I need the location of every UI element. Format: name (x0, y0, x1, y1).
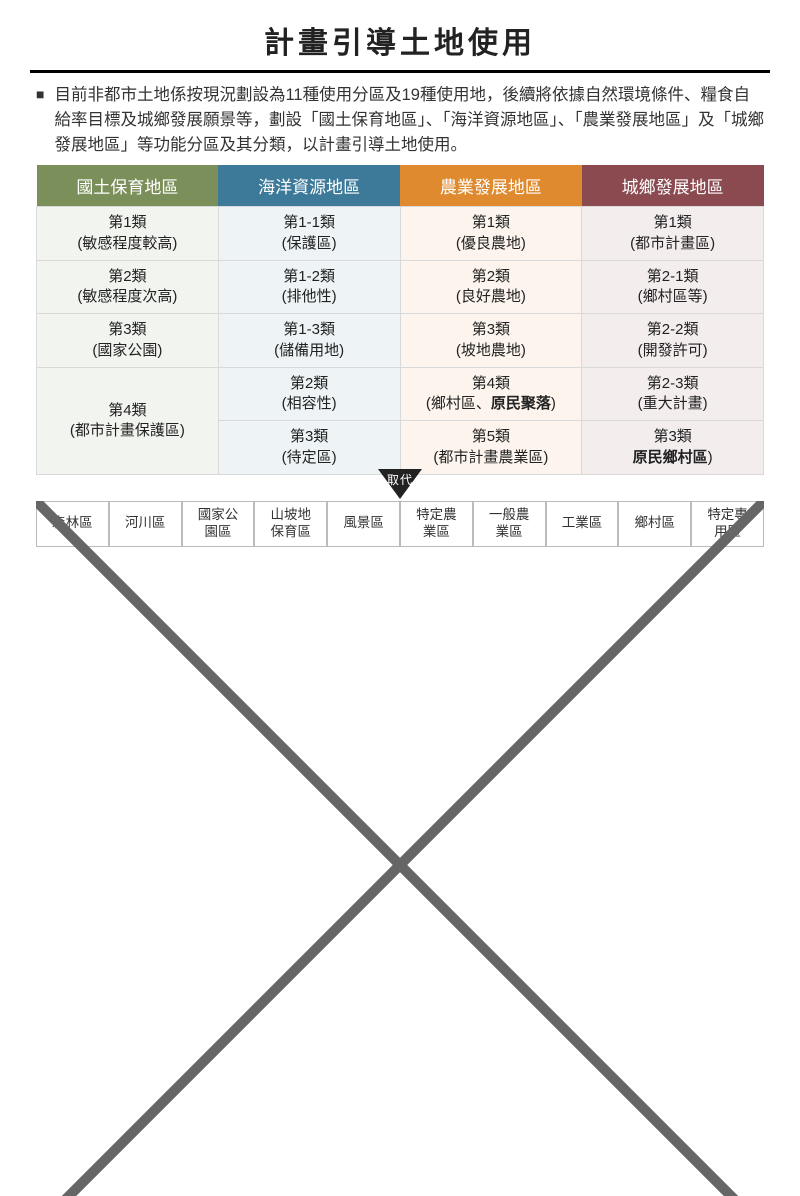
zone-header-2: 農業發展地區 (400, 165, 582, 207)
zone-cell-r3-c2: 第4類(鄉村區、原民聚落) (400, 367, 582, 421)
old-zone-7: 工業區 (546, 501, 619, 547)
replace-label-text: 取代 (378, 471, 422, 488)
zone-cell-r4-c3: 第3類原民鄉村區) (582, 421, 764, 475)
zone-table: 國土保育地區海洋資源地區農業發展地區城鄉發展地區 第1類(敏感程度較高)第1-1… (36, 165, 764, 475)
zone-cell-r3-c0: 第4類(都市計畫保護區) (37, 367, 219, 474)
zone-cell-r0-c3: 第1類(都市計畫區) (582, 207, 764, 261)
intro-paragraph: ■ 目前非都市土地係按現況劃設為11種使用分區及19種使用地，後續將依據自然環境… (0, 83, 800, 165)
old-zone-0: 森林區 (36, 501, 109, 547)
zone-cell-r2-c2: 第3類(坡地農地) (400, 314, 582, 368)
replace-arrow: 取代 (378, 469, 422, 499)
zone-cell-r4-c1: 第3類(待定區) (218, 421, 400, 475)
zone-cell-r3-c1: 第2類(相容性) (218, 367, 400, 421)
old-zone-6: 一般農 業區 (473, 501, 546, 547)
zone-table-wrap: 國土保育地區海洋資源地區農業發展地區城鄉發展地區 第1類(敏感程度較高)第1-1… (36, 165, 764, 475)
zone-cell-r2-c1: 第1-3類(儲備用地) (218, 314, 400, 368)
zone-cell-r2-c0: 第3類(國家公園) (37, 314, 219, 368)
zone-header-3: 城鄉發展地區 (582, 165, 764, 207)
title-underline (30, 70, 770, 73)
old-zone-8: 鄉村區 (618, 501, 691, 547)
old-zone-2: 國家公 園區 (182, 501, 255, 547)
zone-header-0: 國土保育地區 (37, 165, 219, 207)
old-zones-row: 森林區河川區國家公 園區山坡地 保育區風景區特定農 業區一般農 業區工業區鄉村區… (36, 501, 764, 547)
zone-cell-r1-c0: 第2類(敏感程度次高) (37, 260, 219, 314)
zone-cell-r4-c2: 第5類(都市計畫農業區) (400, 421, 582, 475)
zone-cell-r0-c0: 第1類(敏感程度較高) (37, 207, 219, 261)
zone-cell-r0-c1: 第1-1類(保護區) (218, 207, 400, 261)
replace-block: 取代 森林區河川區國家公 園區山坡地 保育區風景區特定農 業區一般農 業區工業區… (36, 475, 764, 547)
zone-cell-r1-c3: 第2-1類(鄉村區等) (582, 260, 764, 314)
intro-text: 目前非都市土地係按現況劃設為11種使用分區及19種使用地，後續將依據自然環境條件… (54, 83, 764, 157)
zone-header-1: 海洋資源地區 (218, 165, 400, 207)
old-zone-5: 特定農 業區 (400, 501, 473, 547)
zone-cell-r0-c2: 第1類(優良農地) (400, 207, 582, 261)
zone-cell-r1-c2: 第2類(良好農地) (400, 260, 582, 314)
zone-cell-r1-c1: 第1-2類(排他性) (218, 260, 400, 314)
old-zone-3: 山坡地 保育區 (254, 501, 327, 547)
old-zone-4: 風景區 (327, 501, 400, 547)
page-title: 計畫引導土地使用 (0, 0, 800, 70)
cross-out-icon (36, 501, 764, 1196)
old-zone-9: 特定專 用區 (691, 501, 764, 547)
zone-cell-r3-c3: 第2-3類(重大計畫) (582, 367, 764, 421)
zone-cell-r2-c3: 第2-2類(開發許可) (582, 314, 764, 368)
bullet-icon: ■ (36, 83, 44, 157)
old-zone-1: 河川區 (109, 501, 182, 547)
